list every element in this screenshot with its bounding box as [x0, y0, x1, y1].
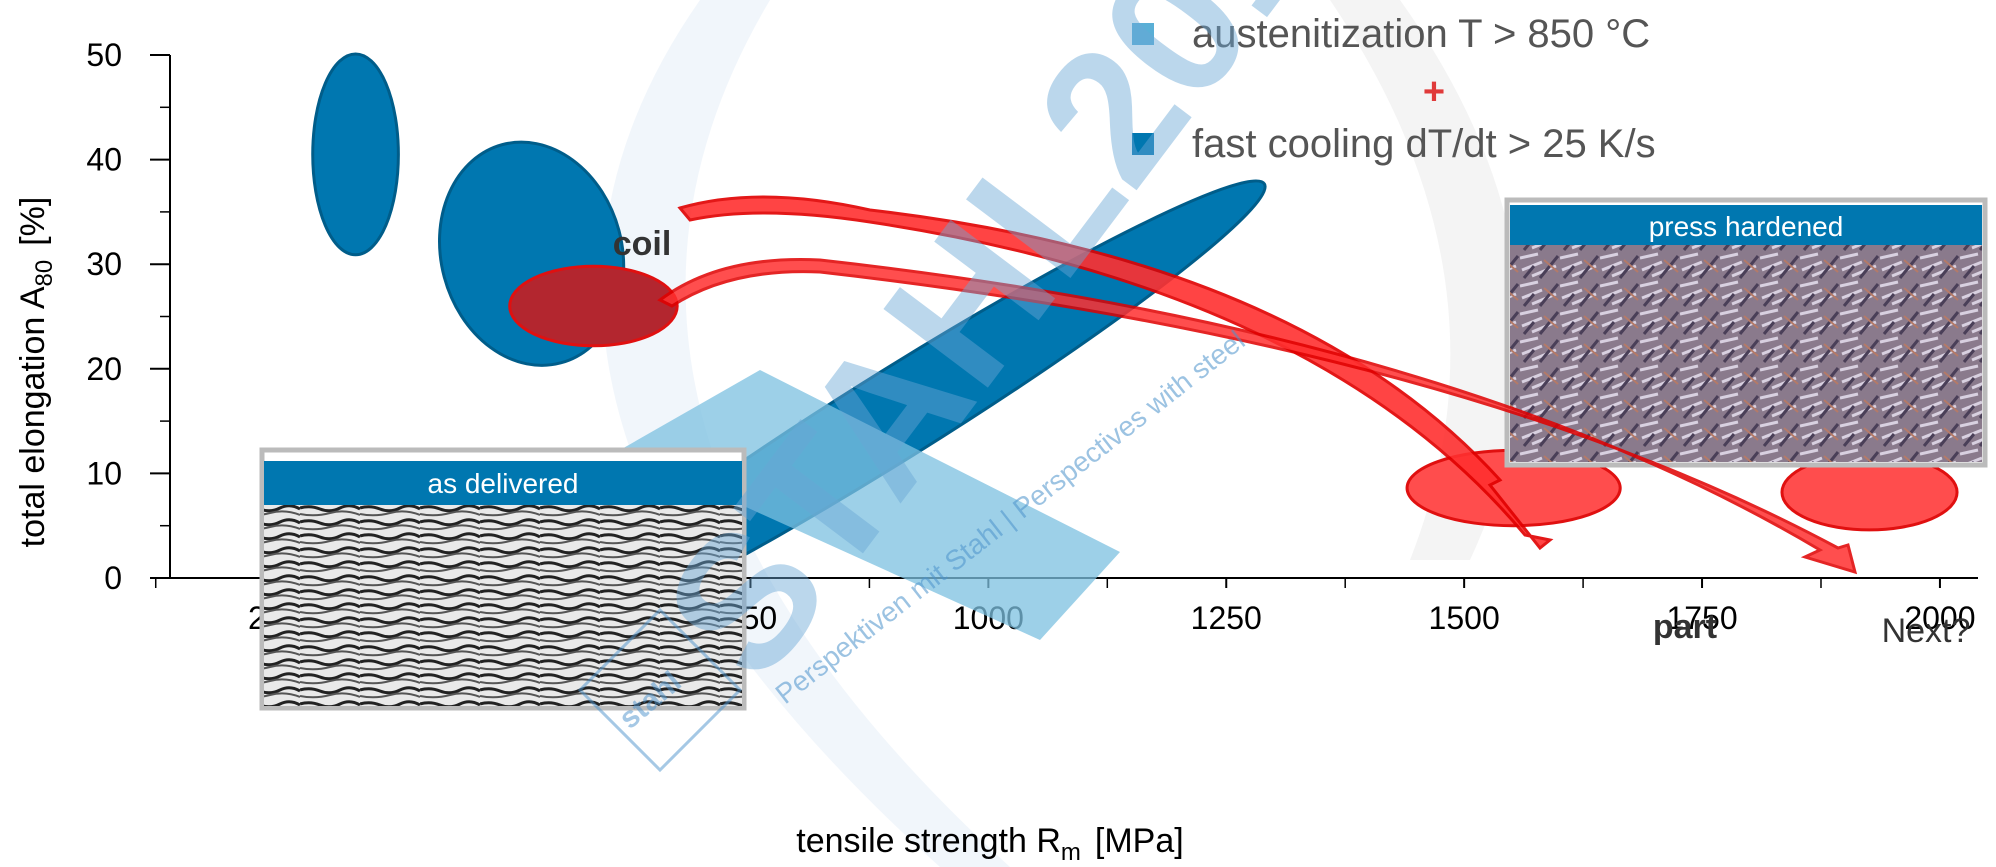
- x-tick-label: 1250: [1191, 600, 1262, 636]
- press-hardened-title: press hardened: [1649, 211, 1844, 242]
- legend-marker-2: [1132, 133, 1154, 155]
- region-ellipse-4: [508, 264, 679, 348]
- overlay-band: [620, 370, 1120, 640]
- x-tick-label: 2000: [1904, 600, 1975, 636]
- as-delivered-panel: as delivered: [259, 447, 747, 711]
- region-ellipse-1: [311, 52, 400, 257]
- y-axis-title: total elongation A80[%]: [14, 197, 58, 548]
- y-tick-label: 30: [86, 246, 122, 282]
- x-tick-label: 1750: [1666, 600, 1737, 636]
- y-tick-label: 40: [86, 142, 122, 178]
- x-tick-label: 1500: [1429, 600, 1500, 636]
- arrow-coil-to-next: [657, 258, 1858, 575]
- arrow-coil-to-part: [677, 195, 1554, 551]
- press-hardened-panel: press hardened: [1504, 197, 1988, 468]
- legend-marker-1: [1132, 23, 1154, 45]
- legend-item-1: austenitization T > 850 °C: [1192, 12, 1650, 56]
- x-axis-title: tensile strength Rm [MPa]: [796, 822, 1183, 866]
- legend: austenitization T > 850 °C + fast coolin…: [1132, 12, 1656, 166]
- y-tick-label: 0: [104, 560, 122, 596]
- legend-item-2: fast cooling dT/dt > 25 K/s: [1192, 122, 1656, 166]
- part-label: part: [1653, 608, 1717, 646]
- as-delivered-title: as delivered: [428, 468, 579, 499]
- transformation-arrows: [657, 195, 1858, 575]
- y-tick-label: 10: [86, 455, 122, 491]
- next-label: Next?: [1882, 612, 1971, 650]
- coil-label: coil: [613, 225, 672, 263]
- y-tick-label: 50: [86, 37, 122, 73]
- legend-plus: +: [1423, 71, 1445, 113]
- y-tick-label: 20: [86, 351, 122, 387]
